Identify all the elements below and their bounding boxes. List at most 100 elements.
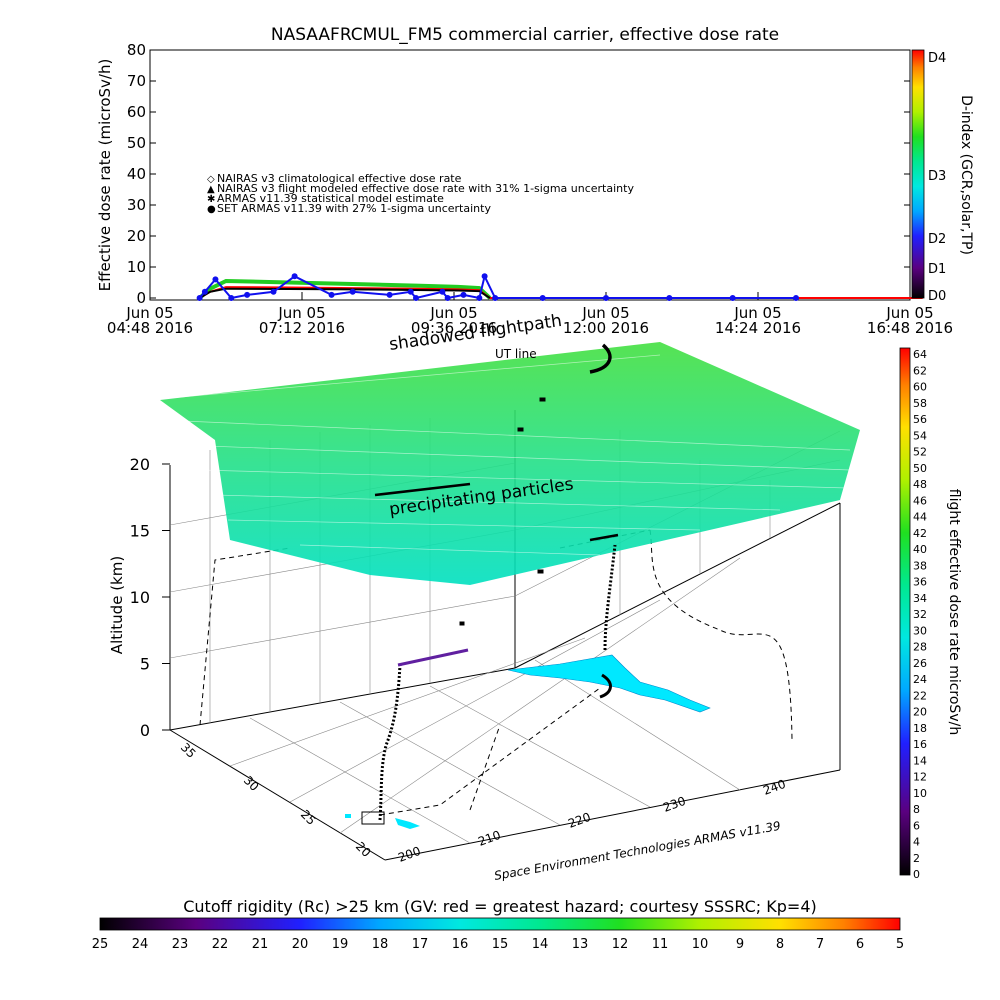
d-index-tick: D2 xyxy=(928,232,946,247)
x-tick-day: Jun 05 xyxy=(125,304,173,322)
flight-3d-view: shadowed flightpath UT line precipitatin… xyxy=(108,311,962,883)
dose-colorbar-tick: 36 xyxy=(913,576,927,589)
dose-colorbar-tick: 40 xyxy=(913,543,927,556)
legend-marker: ▲ xyxy=(207,184,215,195)
plot-frame xyxy=(149,49,911,301)
x-tick-day: Jun 05 xyxy=(885,304,933,322)
y-tick-label: 60 xyxy=(127,103,146,121)
altitude-ticks: 0 5 10 15 20 xyxy=(130,455,170,740)
legend-label: SET ARMAS v11.39 with 27% 1-sigma uncert… xyxy=(217,202,491,215)
credit-text: Space Environment Technologies ARMAS v11… xyxy=(493,819,782,883)
y-axis-label: Effective dose rate (microSv/h) xyxy=(96,59,114,292)
set-armas-point xyxy=(539,295,546,301)
x-tick-time: 14:24 2016 xyxy=(715,319,801,337)
set-armas-point xyxy=(481,273,488,280)
set-armas-point xyxy=(476,295,483,301)
set-armas-point xyxy=(270,288,277,295)
set-armas-point xyxy=(492,295,499,301)
dose-rate-chart: NASAAFRCMUL_FM5 commercial carrier, effe… xyxy=(96,25,974,337)
cutoff-tick-label: 17 xyxy=(412,937,429,952)
cutoff-tick-label: 14 xyxy=(532,937,549,952)
y-tick-label: 40 xyxy=(127,165,146,183)
cutoff-tick-label: 9 xyxy=(736,937,744,952)
dose-colorbar-tick: 42 xyxy=(913,527,927,540)
cutoff-tick-label: 15 xyxy=(492,937,509,952)
dose-colorbar-tick: 38 xyxy=(913,559,927,572)
annotation-ut-line: UT line xyxy=(495,347,537,361)
y-tick-label: 70 xyxy=(127,72,146,90)
longitude-tick-label: 210 xyxy=(476,828,502,849)
longitude-tick-label: 230 xyxy=(661,794,687,815)
cutoff-tick-label: 5 xyxy=(896,937,904,952)
dose-colorbar-tick: 0 xyxy=(913,868,920,881)
x-tick-day: Jun 05 xyxy=(733,304,781,322)
d-index-label: D-index (GCR,solar,TP) xyxy=(958,95,974,255)
cutoff-tick-label: 24 xyxy=(132,937,149,952)
set-armas-point xyxy=(201,288,208,295)
set-armas-point xyxy=(407,288,414,295)
altitude-tick-label: 20 xyxy=(130,455,150,474)
dose-colorbar-tick: 46 xyxy=(913,494,927,507)
cutoff-tick-label: 7 xyxy=(816,937,824,952)
dose-colorbar-tick: 12 xyxy=(913,771,927,784)
cutoff-rigidity-colorbar: Cutoff rigidity (Rc) >25 km (GV: red = g… xyxy=(92,897,904,952)
cutoff-tick-label: 16 xyxy=(452,937,469,952)
dose-colorbar-tick: 26 xyxy=(913,657,927,670)
y-tick-label: 20 xyxy=(127,227,146,245)
dose-colorbar-tick: 30 xyxy=(913,624,927,637)
y-tick-label: 10 xyxy=(127,258,146,276)
dose-colorbar-tick: 52 xyxy=(913,446,927,459)
dose-colorbar xyxy=(899,347,911,876)
d-index-ticks: D0 D1 D2 D3 D4 xyxy=(928,51,946,304)
legend-marker: ● xyxy=(207,204,216,215)
dose-colorbar-tick: 44 xyxy=(913,511,927,524)
cutoff-tick-label: 10 xyxy=(692,937,709,952)
set-armas-point xyxy=(349,288,356,295)
cutoff-tick-label: 25 xyxy=(92,937,109,952)
dose-colorbar-tick: 14 xyxy=(913,754,927,767)
altitude-tick-label: 15 xyxy=(130,522,150,541)
cutoff-tick-label: 20 xyxy=(292,937,309,952)
chart-title: NASAAFRCMUL_FM5 commercial carrier, effe… xyxy=(271,25,779,45)
x-tick-day: Jun 05 xyxy=(429,304,477,322)
dose-colorbar-tick: 2 xyxy=(913,852,920,865)
cutoff-tick-label: 12 xyxy=(612,937,629,952)
altitude-tick-label: 5 xyxy=(140,655,150,674)
longitude-tick-label: 200 xyxy=(396,844,422,865)
altitude-tick-label: 10 xyxy=(130,588,150,607)
x-tick-time: 09:36 2016 xyxy=(411,319,497,337)
y-tick-label: 80 xyxy=(127,41,146,59)
altitude-tick-label: 0 xyxy=(140,721,150,740)
dose-colorbar-tick: 34 xyxy=(913,592,927,605)
d-index-tick: D0 xyxy=(928,289,946,304)
dose-colorbar-tick: 4 xyxy=(913,836,920,849)
x-tick-day: Jun 05 xyxy=(581,304,629,322)
set-armas-point xyxy=(413,295,419,301)
legend-label: NAIRAS v3 climatological effective dose … xyxy=(217,172,462,185)
y-tick-label: 30 xyxy=(127,196,146,214)
latitude-tick-label: 30 xyxy=(241,773,262,794)
x-tick-time: 07:12 2016 xyxy=(259,319,345,337)
cutoff-ticks: 25 24 23 22 21 20 19 18 17 16 15 14 13 12 11 10 9 8 7 6 5 xyxy=(92,937,904,952)
set-armas-point xyxy=(666,295,673,301)
dose-colorbar-tick: 24 xyxy=(913,673,927,686)
legend-marker: ◇ xyxy=(207,174,215,185)
dose-rate-surface xyxy=(160,342,860,585)
dose-colorbar-tick: 50 xyxy=(913,462,927,475)
set-armas-point xyxy=(212,276,219,283)
d-index-tick: D1 xyxy=(928,262,946,277)
cutoff-patch-small xyxy=(395,818,420,829)
legend-label: NAIRAS v3 flight modeled effective dose … xyxy=(217,182,634,195)
cutoff-colorbar xyxy=(99,917,901,931)
dose-colorbar-ticks: 0246810121416182022242628303234363840424… xyxy=(913,348,927,881)
x-tick-time: 04:48 2016 xyxy=(107,319,193,337)
cutoff-tick-label: 8 xyxy=(776,937,784,952)
flight-track xyxy=(361,343,619,825)
set-armas-point xyxy=(196,295,203,301)
dose-colorbar-tick: 32 xyxy=(913,608,927,621)
longitude-tick-label: 240 xyxy=(761,777,787,798)
dose-colorbar-tick: 64 xyxy=(913,348,927,361)
dose-colorbar-tick: 28 xyxy=(913,641,927,654)
altitude-axis-label: Altitude (km) xyxy=(108,556,126,654)
